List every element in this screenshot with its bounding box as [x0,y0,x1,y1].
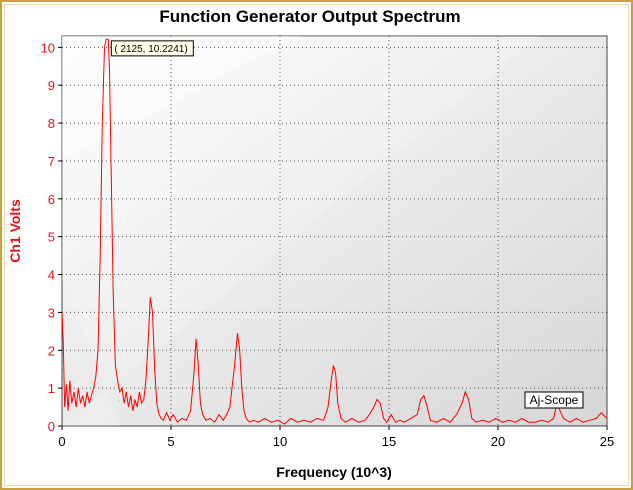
y-tick-label: 1 [48,381,55,396]
chart-title: Function Generator Output Spectrum [159,7,460,26]
y-tick-label: 4 [48,268,55,283]
watermark-box [524,391,584,409]
x-tick-label: 25 [600,434,614,449]
x-tick-label: 15 [382,434,396,449]
x-axis-label: Frequency (10^3) [276,464,392,480]
watermark-text: Aj-Scope [530,393,579,407]
y-tick-label: 2 [48,343,55,358]
watermark-badge: Aj-Scope [524,391,584,409]
y-tick-label: 7 [48,154,55,169]
x-tick-label: 5 [167,434,174,449]
y-tick-label: 6 [48,192,55,207]
x-tick-label: 0 [58,434,65,449]
background-bands [62,36,540,426]
y-tick-label: 10 [41,40,55,55]
y-tick-label: 5 [48,230,55,245]
y-tick-label: 3 [48,305,55,320]
tooltip-box [110,40,194,57]
y-axis-label: Ch1 Volts [7,199,23,263]
x-tick-label: 10 [273,434,287,449]
y-tick-label: 9 [48,78,55,93]
x-tick-label: 20 [491,434,505,449]
frame-inner-border [4,4,629,486]
plot-area: 0 1 2 3 4 5 6 7 8 9 10 0 5 10 15 20 25 ( 2125, 10.2241)… [41,35,614,449]
y-tick-label: 0 [48,419,55,434]
y-axis-ticks: 0 1 2 3 4 5 6 7 8 9 10 [41,40,62,434]
peak-tooltip: ( 2125, 10.2241) [110,40,194,57]
tooltip-text: ( 2125, 10.2241) [114,44,187,55]
y-tick-label: 8 [48,116,55,131]
x-axis-ticks: 0 5 10 15 20 25 [58,426,614,449]
series-line [62,38,607,425]
grid-lines [62,36,607,426]
